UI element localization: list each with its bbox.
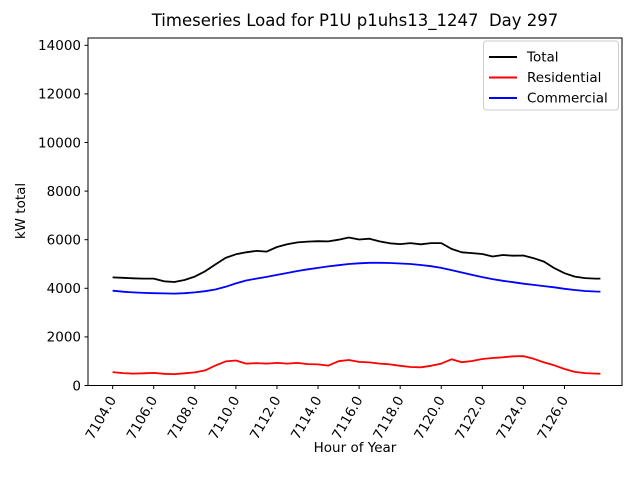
x-tick-label: 7108.0 xyxy=(165,394,202,443)
legend-label-total: Total xyxy=(526,50,559,66)
y-tick-label: 6000 xyxy=(47,232,81,248)
y-tick-label: 2000 xyxy=(47,330,81,346)
x-tick-label: 7104.0 xyxy=(83,394,120,443)
x-tick-label: 7120.0 xyxy=(411,394,448,443)
x-tick-label: 7114.0 xyxy=(288,394,325,443)
y-tick-label: 14000 xyxy=(38,38,81,54)
y-tick-label: 8000 xyxy=(47,184,81,200)
series-line-total xyxy=(112,236,601,283)
series-line-residential xyxy=(112,355,601,376)
x-tick-label: 7110.0 xyxy=(206,394,243,443)
x-tick-label: 7116.0 xyxy=(329,394,366,443)
y-tick-label: 10000 xyxy=(38,135,81,151)
legend-label-residential: Residential xyxy=(527,70,601,86)
y-tick-label: 4000 xyxy=(47,281,81,297)
legend-label-commercial: Commercial xyxy=(527,91,608,107)
y-axis-label: kW total xyxy=(13,182,29,240)
chart-title: Timeseries Load for P1U p1uhs13_1247 Day… xyxy=(151,11,559,30)
series-line-commercial xyxy=(112,261,601,295)
x-tick-label: 7106.0 xyxy=(124,394,161,443)
x-axis-label: Hour of Year xyxy=(313,440,397,456)
x-tick-label: 7112.0 xyxy=(247,394,284,443)
y-tick-label: 0 xyxy=(72,378,81,394)
x-tick-label: 7124.0 xyxy=(493,394,530,443)
x-tick-label: 7122.0 xyxy=(452,394,489,443)
y-tick-label: 12000 xyxy=(38,87,81,103)
x-tick-label: 7118.0 xyxy=(370,394,407,443)
legend-box xyxy=(483,40,619,111)
plot-frame xyxy=(87,37,623,386)
legend: Total Residential Commercial xyxy=(483,40,619,111)
x-tick-label: 7126.0 xyxy=(534,394,571,443)
